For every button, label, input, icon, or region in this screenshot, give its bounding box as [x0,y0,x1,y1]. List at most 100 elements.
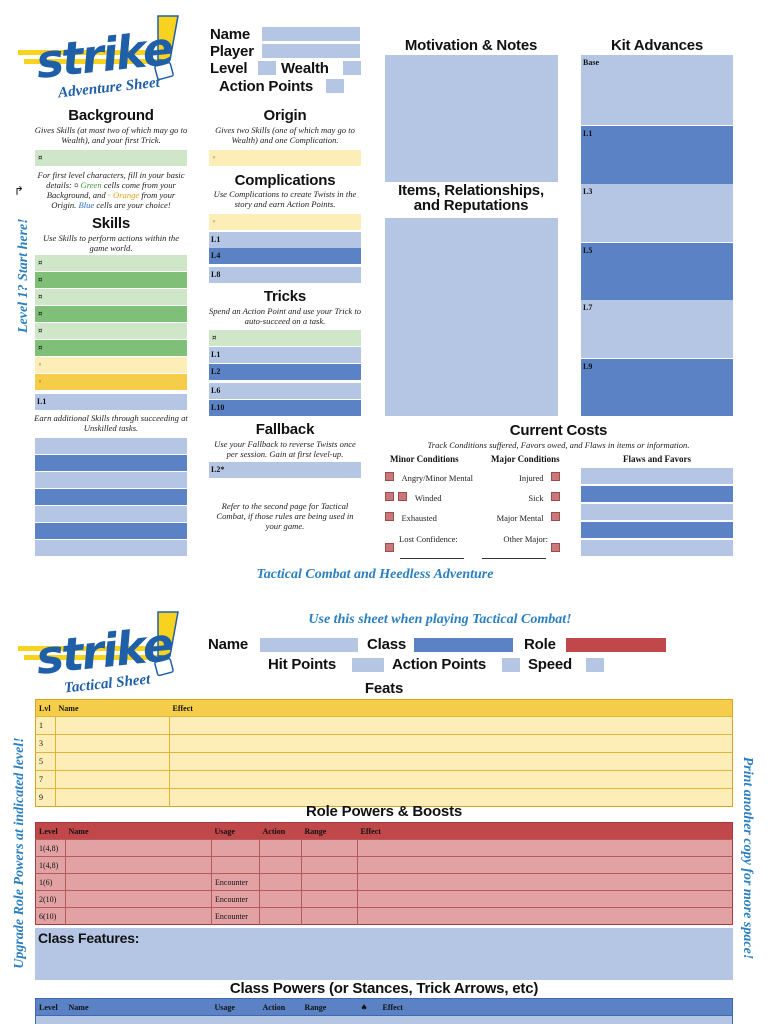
feat-name-cell[interactable] [55,716,170,735]
trick-cell[interactable]: L6 [209,383,361,399]
table-row[interactable]: 6(10) Encounter [35,907,733,925]
class-level-cell[interactable] [36,1016,66,1024]
role-name-cell[interactable] [65,907,212,925]
role-usage[interactable]: Encounter [211,890,260,908]
role-effect-cell[interactable] [358,891,733,908]
tac-action-points-field[interactable] [502,658,520,672]
level-field[interactable] [258,61,276,75]
role-usage[interactable]: Encounter [211,907,260,925]
hit-points-field[interactable] [352,658,384,672]
skill-cell[interactable]: ◦ [35,374,187,390]
condition-checkbox[interactable] [551,472,560,481]
flaw-cell[interactable] [581,540,733,556]
class-usage-cell[interactable] [212,1016,260,1024]
feat-effect-cell[interactable] [170,753,733,771]
role-name-cell[interactable] [65,890,212,908]
flaw-cell[interactable] [581,486,733,502]
skill-cell-l1[interactable]: L1 [35,394,187,410]
table-row[interactable]: 5 [35,752,733,771]
tac-class-field[interactable] [414,638,513,652]
role-effect-cell[interactable] [358,840,733,857]
other-major-line[interactable] [482,558,546,559]
speed-field[interactable] [586,658,604,672]
flaw-cell[interactable] [581,504,733,520]
condition-checkbox[interactable] [385,543,394,552]
role-usage[interactable] [211,839,260,857]
fallback-cell[interactable]: L2* [209,462,361,478]
extra-skill-cell[interactable] [35,506,187,522]
kit-cell[interactable]: L7 [581,300,733,358]
feat-name-cell[interactable] [55,734,170,753]
feat-effect-cell[interactable] [170,735,733,753]
skill-cell[interactable]: ¤ [35,340,187,356]
motivation-notes-area[interactable] [385,55,558,182]
role-action-cell[interactable] [259,873,302,891]
complication-cell[interactable]: L8 [209,267,361,283]
table-row[interactable]: 3 [35,734,733,753]
player-field[interactable] [262,44,360,58]
table-row[interactable] [35,1015,733,1024]
table-row[interactable]: 2(10) Encounter [35,890,733,908]
role-effect-cell[interactable] [358,857,733,874]
table-row[interactable]: 7 [35,770,733,789]
complication-cell[interactable]: L4 [209,248,361,264]
role-name-cell[interactable] [65,873,212,891]
kit-cell[interactable]: L9 [581,359,733,416]
class-spade-cell[interactable] [358,1016,380,1024]
role-action-cell[interactable] [259,890,302,908]
condition-checkbox[interactable] [385,472,394,481]
role-range-cell[interactable] [301,856,358,874]
trick-cell[interactable]: L2 [209,364,361,380]
tac-role-field[interactable] [566,638,666,652]
skill-cell[interactable]: ¤ [35,255,187,271]
tac-name-field[interactable] [260,638,358,652]
role-range-cell[interactable] [301,839,358,857]
class-action-cell[interactable] [260,1016,302,1024]
trick-cell[interactable]: L1 [209,347,361,363]
skill-cell[interactable]: ¤ [35,289,187,305]
skill-cell[interactable]: ¤ [35,306,187,322]
complication-cell[interactable]: L1 [209,232,361,248]
table-row[interactable]: 1(4,8) [35,856,733,874]
feat-name-cell[interactable] [55,770,170,789]
role-name-cell[interactable] [65,839,212,857]
feat-effect-cell[interactable] [170,771,733,789]
kit-cell[interactable]: L3 [581,184,733,242]
background-skill-cell[interactable]: ¤ [35,150,187,166]
skill-cell[interactable]: ◦ [35,357,187,373]
extra-skill-cell[interactable] [35,540,187,556]
condition-checkbox[interactable] [398,492,408,501]
condition-checkbox[interactable] [551,512,560,521]
class-range-cell[interactable] [302,1016,358,1024]
origin-skill-cell[interactable]: ◦ [209,150,361,166]
feat-name-cell[interactable] [55,788,170,807]
extra-skill-cell[interactable] [35,523,187,539]
condition-checkbox[interactable] [551,492,560,501]
role-usage[interactable] [211,856,260,874]
flaw-cell[interactable] [581,468,733,484]
role-name-cell[interactable] [65,856,212,874]
extra-skill-cell[interactable] [35,472,187,488]
role-action-cell[interactable] [259,856,302,874]
feat-effect-cell[interactable] [170,717,733,735]
lost-confidence-line[interactable] [400,558,464,559]
role-range-cell[interactable] [301,890,358,908]
kit-cell-base[interactable]: Base [581,55,733,125]
kit-cell[interactable]: L5 [581,243,733,300]
condition-checkbox[interactable] [385,492,394,501]
table-row[interactable]: 9 [35,788,733,807]
table-row[interactable]: 1(6) Encounter [35,873,733,891]
extra-skill-cell[interactable] [35,438,187,454]
trick-cell[interactable]: ¤ [209,330,361,346]
items-area[interactable] [385,218,558,416]
table-row[interactable]: 1 [35,716,733,735]
skill-cell[interactable]: ¤ [35,272,187,288]
role-effect-cell[interactable] [358,874,733,891]
role-effect-cell[interactable] [358,908,733,925]
feat-name-cell[interactable] [55,752,170,771]
class-features-area[interactable]: Class Features: [35,928,733,980]
class-name-cell[interactable] [66,1016,212,1024]
role-range-cell[interactable] [301,907,358,925]
extra-skill-cell[interactable] [35,455,187,471]
flaw-cell[interactable] [581,522,733,538]
